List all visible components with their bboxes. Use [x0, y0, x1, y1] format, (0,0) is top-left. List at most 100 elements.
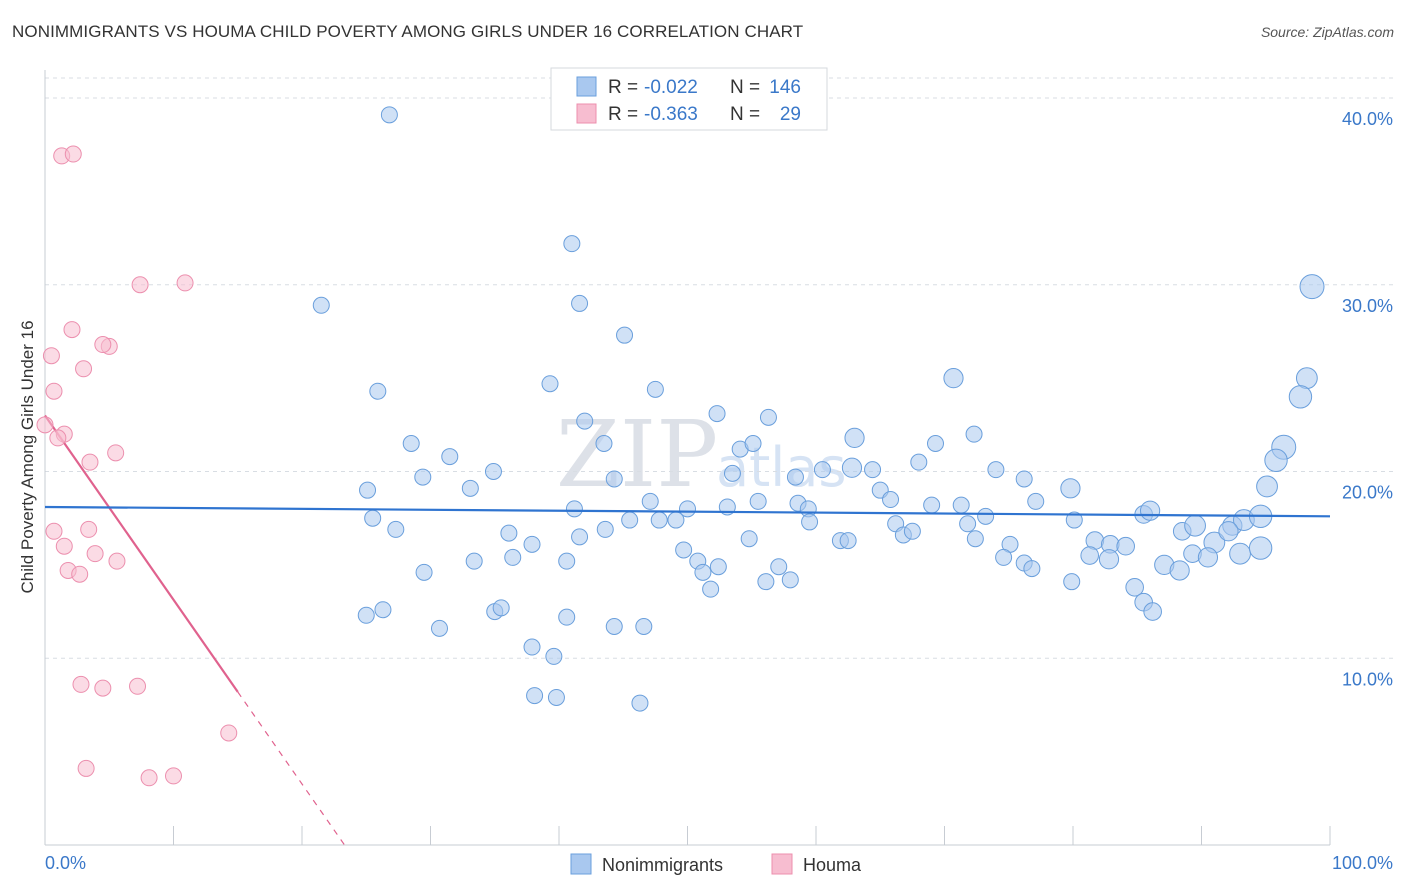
houma-point [94, 336, 112, 354]
nonimmigrants-point [1184, 514, 1206, 537]
nonimmigrants-point [558, 608, 576, 626]
nonimmigrants-point [781, 571, 799, 589]
houma-point [220, 724, 238, 742]
nonimmigrants-point [1169, 560, 1190, 581]
houma-point [75, 360, 93, 378]
nonimmigrants-point [1027, 492, 1045, 510]
nonimmigrants-point [484, 463, 502, 481]
nonimmigrants-point [757, 573, 775, 591]
nonimmigrants-point [770, 558, 788, 576]
legend-r-value-nonimmigrants: -0.022 [644, 77, 698, 98]
nonimmigrants-point [667, 511, 685, 529]
nonimmigrants-point [595, 434, 613, 452]
nonimmigrants-point [1015, 470, 1033, 488]
legend-swatch-nonimmigrants [576, 76, 597, 97]
houma-point [107, 444, 125, 462]
nonimmigrants-point [380, 106, 398, 124]
nonimmigrants-point [744, 434, 762, 452]
nonimmigrants-point [441, 448, 459, 466]
nonimmigrants-point [1143, 602, 1162, 621]
y-axis-title: Child Poverty Among Girls Under 16 [18, 320, 37, 593]
nonimmigrants-point [558, 552, 576, 570]
nonimmigrants-point [523, 638, 541, 656]
nonimmigrants-point [650, 511, 668, 529]
nonimmigrants-point [1063, 573, 1081, 591]
nonimmigrants-point [1125, 577, 1144, 597]
nonimmigrants-point [492, 599, 510, 617]
nonimmigrants-point [414, 468, 432, 486]
nonimmigrants-point [977, 507, 995, 525]
houma-trend-extrapolation [237, 691, 346, 846]
nonimmigrants-point [923, 496, 941, 514]
nonimmigrants-point [545, 647, 563, 665]
nonimmigrants-point [882, 491, 900, 509]
nonimmigrants-point [465, 552, 483, 570]
nonimmigrants-point [500, 524, 518, 542]
nonimmigrants-point [952, 496, 970, 514]
y-tick-labels: 10.0% 20.0% 30.0% 40.0% [1342, 109, 1393, 689]
bottom-legend-swatch-nonimmigrants [570, 853, 592, 875]
nonimmigrants-point [605, 470, 623, 488]
nonimmigrants-point [364, 509, 382, 527]
nonimmigrants-point [903, 522, 921, 540]
houma-point [129, 677, 147, 695]
nonimmigrants-point [1098, 549, 1120, 570]
nonimmigrants-point [523, 535, 541, 553]
nonimmigrants-point [709, 558, 727, 576]
nonimmigrants-point [369, 382, 387, 400]
nonimmigrants-point [547, 688, 565, 706]
nonimmigrants-point [702, 580, 720, 598]
nonimmigrants-point [844, 427, 865, 448]
houma-point [86, 545, 104, 563]
nonimmigrants-point [621, 511, 639, 529]
legend-n-value-houma: 29 [780, 104, 801, 125]
houma-point [165, 767, 182, 785]
houma-point [77, 759, 95, 777]
nonimmigrants-point [801, 513, 819, 531]
houma-point [108, 552, 126, 570]
legend-swatch-houma [576, 103, 597, 124]
nonimmigrants-point [571, 294, 589, 312]
nonimmigrants-point [1288, 385, 1313, 409]
nonimmigrants-point [943, 368, 964, 389]
nonimmigrants-point [571, 528, 589, 546]
houma-point [63, 321, 81, 339]
houma-points [36, 145, 238, 787]
houma-point [36, 416, 54, 434]
nonimmigrants-point [430, 619, 448, 637]
houma-trend [44, 414, 346, 846]
bottom-legend-label-houma: Houma [803, 855, 862, 875]
houma-point [72, 675, 90, 693]
nonimmigrants-point [1264, 448, 1288, 473]
nonimmigrants-point [526, 687, 544, 705]
nonimmigrants-point [1218, 521, 1239, 542]
houma-trend-line [44, 414, 239, 693]
houma-point [42, 347, 60, 365]
nonimmigrants-point [1080, 546, 1100, 565]
nonimmigrants-point [927, 434, 945, 452]
nonimmigrants-point [596, 520, 614, 538]
nonimmigrants-point [1197, 547, 1219, 568]
nonimmigrants-point [723, 464, 741, 482]
nonimmigrants-point [563, 235, 581, 253]
legend-n-label-houma: N = [730, 104, 760, 125]
nonimmigrants-trend [44, 505, 1331, 518]
nonimmigrants-point [631, 694, 649, 712]
nonimmigrants-point [646, 380, 664, 398]
nonimmigrants-point [1229, 542, 1251, 565]
bottom-legend-label-nonimmigrants: Nonimmigrants [602, 855, 723, 875]
nonimmigrants-point [374, 601, 392, 619]
nonimmigrants-point [1060, 478, 1081, 499]
nonimmigrants-point [616, 326, 634, 344]
houma-point [80, 520, 98, 538]
nonimmigrants-point [1248, 536, 1273, 560]
nonimmigrants-point [541, 375, 559, 393]
houma-point [71, 565, 89, 583]
y-tick-label: 30.0% [1342, 296, 1393, 316]
nonimmigrants-point [813, 461, 831, 479]
y-tick-label: 40.0% [1342, 109, 1393, 129]
legend-n-label-nonimmigrants: N = [730, 77, 760, 98]
x-ticks [44, 826, 1331, 845]
nonimmigrants-point [708, 405, 726, 423]
